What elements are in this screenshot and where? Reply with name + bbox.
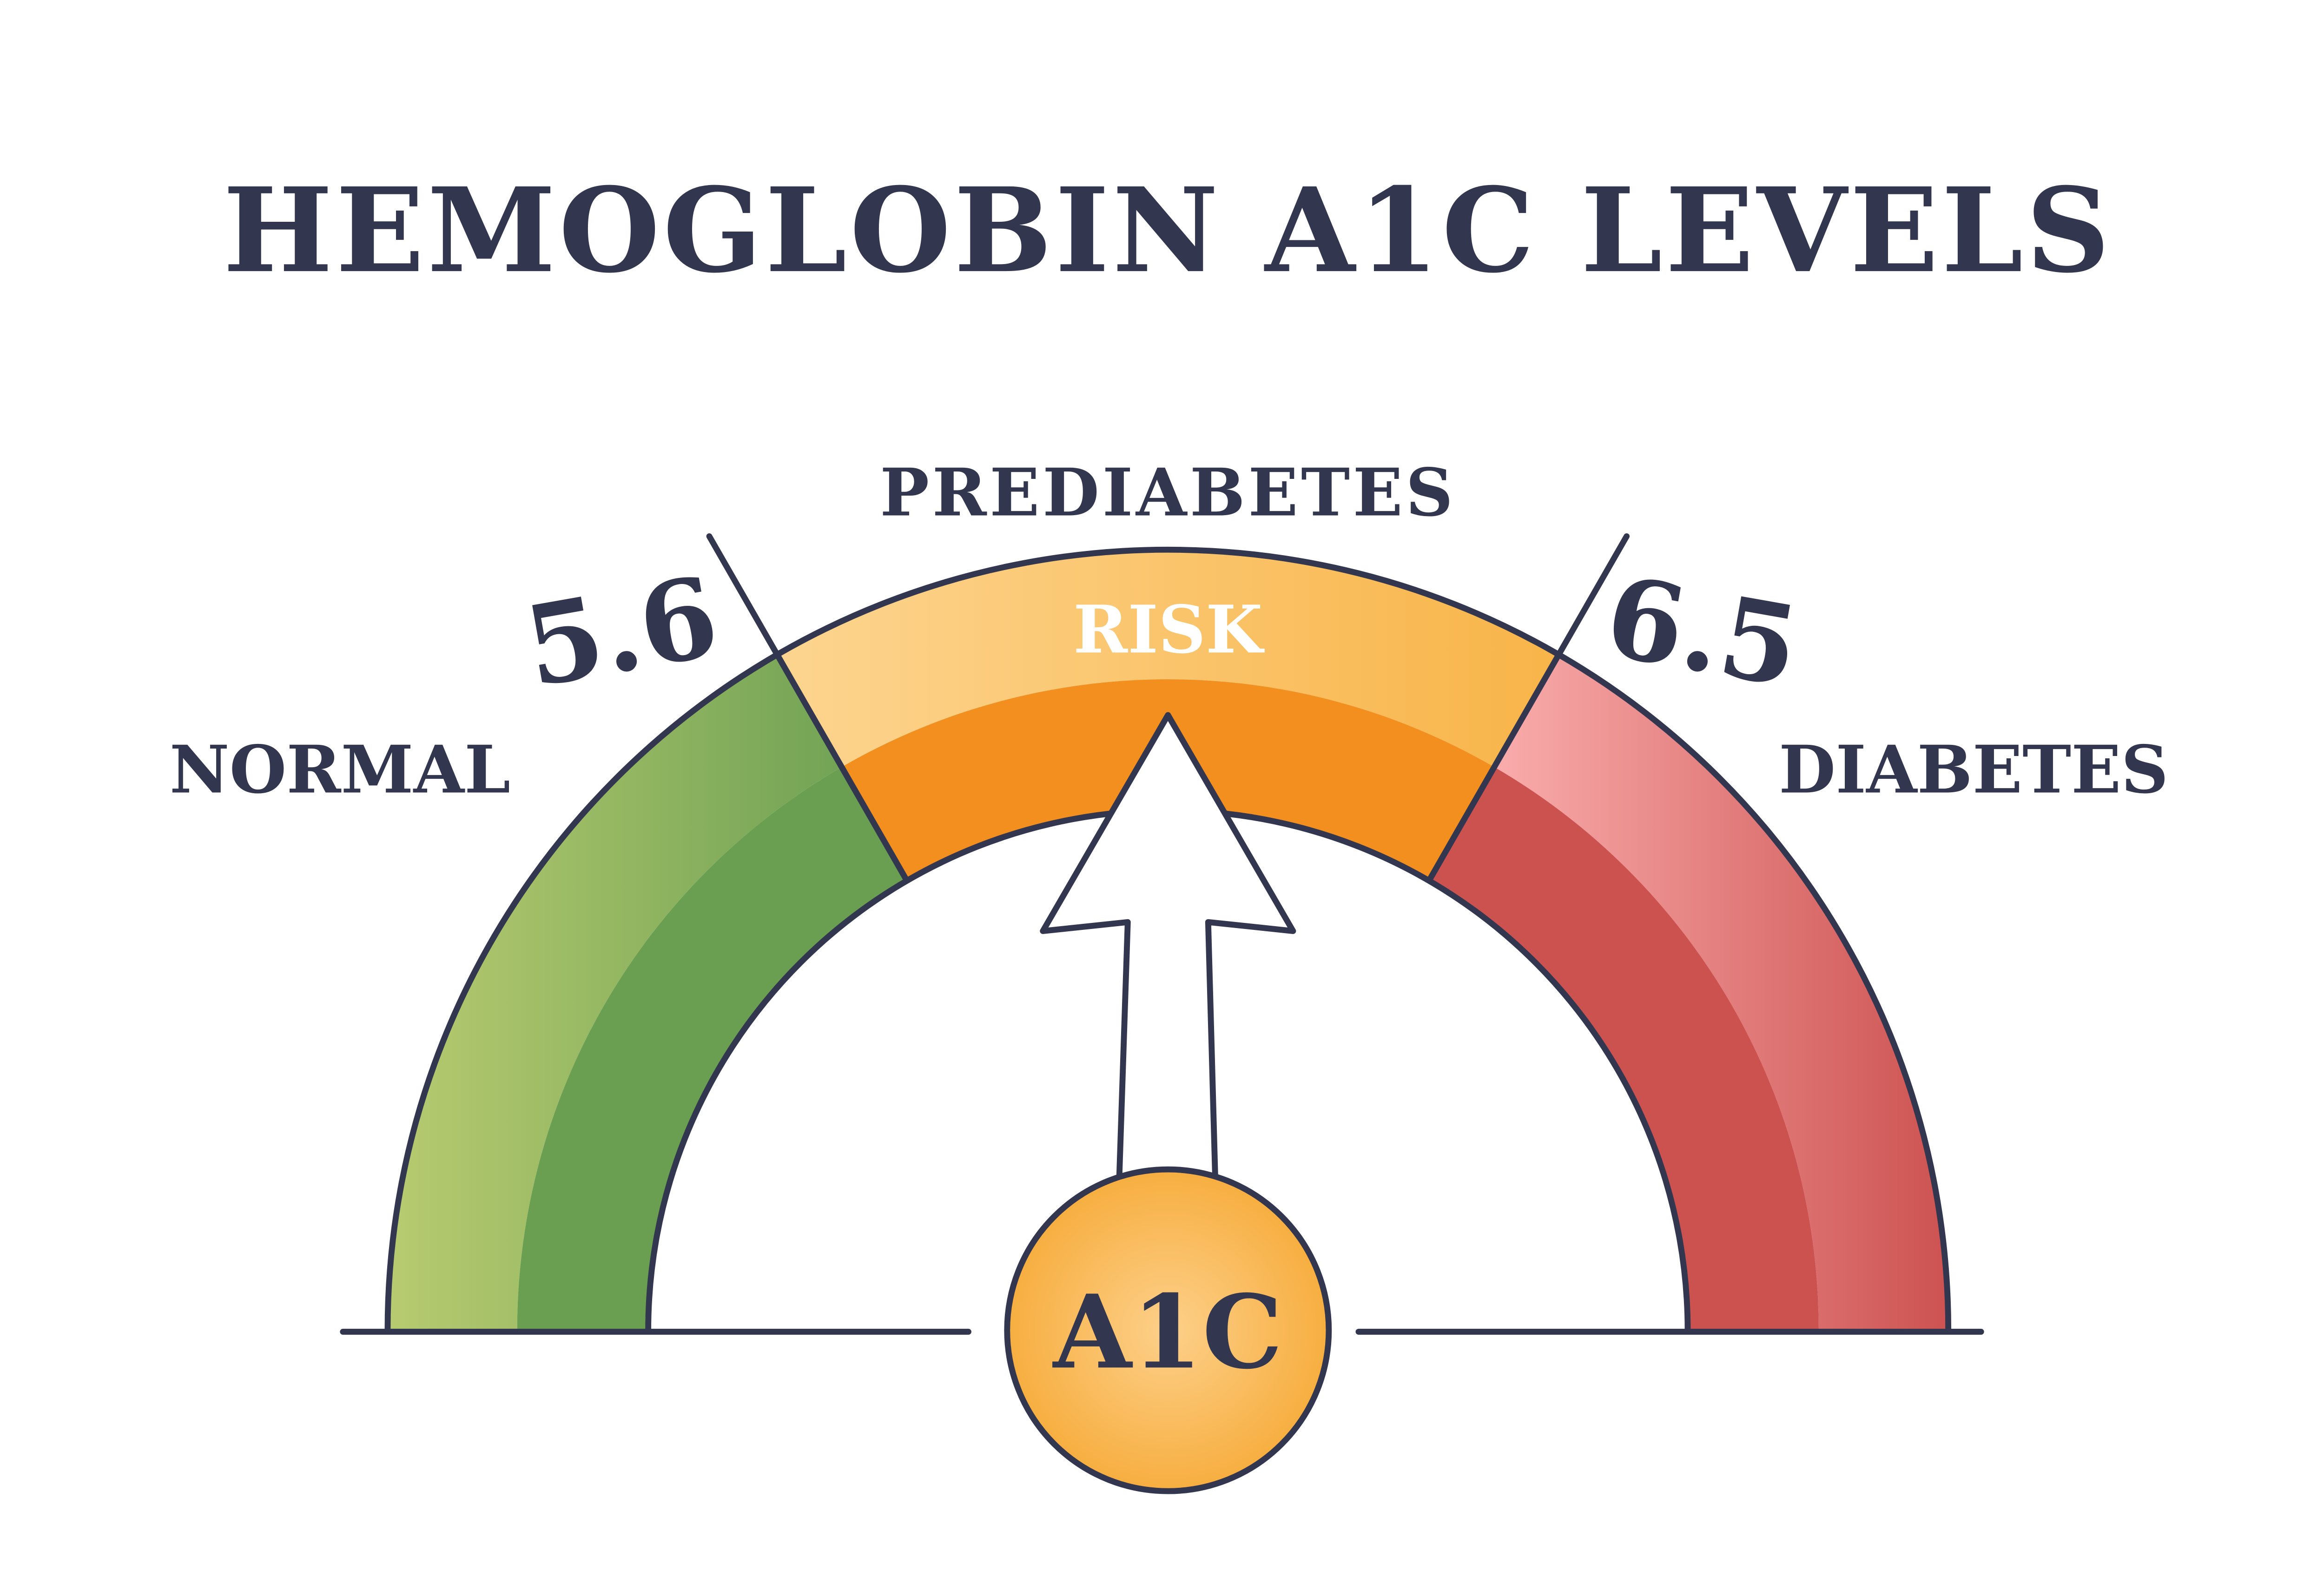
divider-line-6-5 xyxy=(1427,533,1630,882)
risk-label: RISK xyxy=(1073,591,1265,668)
title: HEMOGLOBIN A1C LEVELS xyxy=(223,162,2113,298)
diabetes-zone-outer-band xyxy=(1493,654,1948,1331)
diabetes-label: DIABETES xyxy=(1779,731,2168,808)
diabetes-zone-inner-band xyxy=(1427,766,1819,1331)
threshold-5-6-label: 5.6 xyxy=(515,551,727,712)
center-label: A1C xyxy=(1052,1273,1283,1392)
a1c-center-circle xyxy=(1004,1166,1332,1494)
normal-zone-inner-band xyxy=(517,766,908,1331)
gauge-outer-outline xyxy=(384,546,1952,1331)
prediabetes-zone-outer-band xyxy=(778,550,1558,767)
threshold-6-5-label: 6.5 xyxy=(1597,551,1809,712)
divider-line-5-6 xyxy=(706,533,909,882)
normal-zone-outer-band xyxy=(387,654,843,1331)
gauge-bands xyxy=(387,550,1948,1331)
normal-label: NORMAL xyxy=(170,731,510,808)
prediabetes-label: PREDIABETES xyxy=(880,455,1456,531)
